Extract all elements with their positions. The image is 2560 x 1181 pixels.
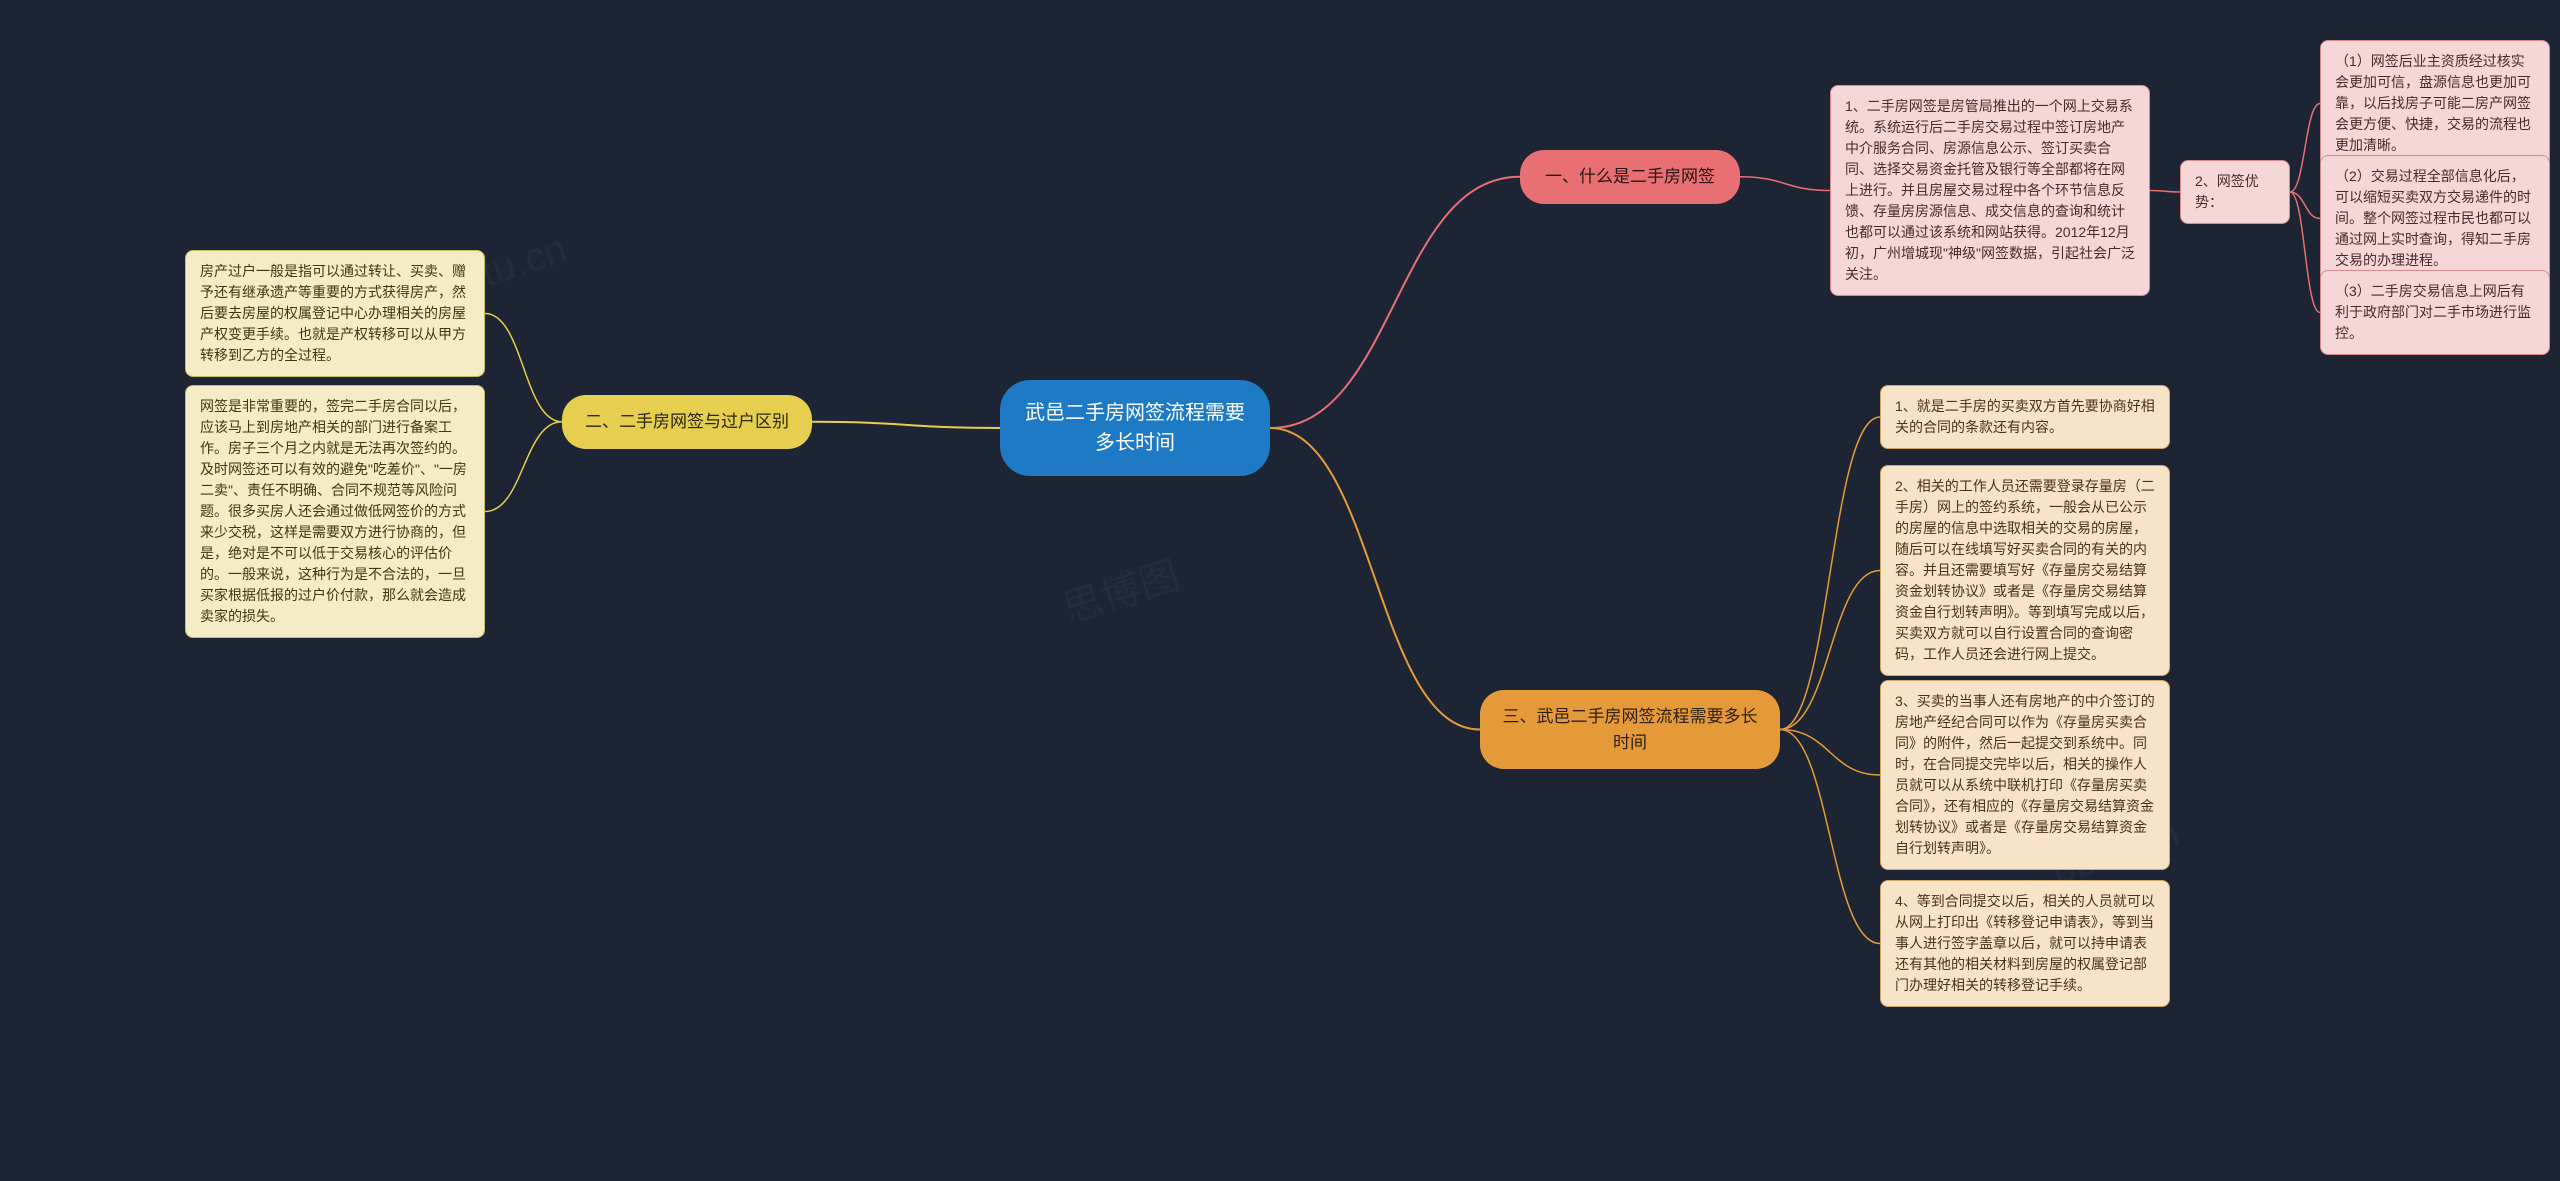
mindmap-root: 武邑二手房网签流程需要多长时间 [1000,380,1270,476]
leaf-node: 1、二手房网签是房管局推出的一个网上交易系统。系统运行后二手房交易过程中签订房地… [1830,85,2150,296]
leaf-node: （3）二手房交易信息上网后有利于政府部门对二手市场进行监控。 [2320,270,2550,355]
leaf-node: 房产过户一般是指可以通过转让、买卖、赠予还有继承遗产等重要的方式获得房产，然后要… [185,250,485,377]
branch-what-is: 一、什么是二手房网签 [1520,150,1740,204]
leaf-node: 网签是非常重要的，签完二手房合同以后，应该马上到房地产相关的部门进行备案工作。房… [185,385,485,638]
leaf-node: 3、买卖的当事人还有房地产的中介签订的房地产经纪合同可以作为《存量房买卖合同》的… [1880,680,2170,870]
leaf-node: 4、等到合同提交以后，相关的人员就可以从网上打印出《转移登记申请表》，等到当事人… [1880,880,2170,1007]
leaf-node: 2、网签优势： [2180,160,2290,224]
leaf-node: 2、相关的工作人员还需要登录存量房（二手房）网上的签约系统，一般会从已公示的房屋… [1880,465,2170,676]
leaf-node: （2）交易过程全部信息化后，可以缩短买卖双方交易递件的时间。整个网签过程市民也都… [2320,155,2550,282]
leaf-node: 1、就是二手房的买卖双方首先要协商好相关的合同的条款还有内容。 [1880,385,2170,449]
leaf-node: （1）网签后业主资质经过核实会更加可信，盘源信息也更加可靠，以后找房子可能二房产… [2320,40,2550,167]
branch-duration: 三、武邑二手房网签流程需要多长时间 [1480,690,1780,769]
branch-difference: 二、二手房网签与过户区别 [562,395,812,449]
watermark: 思博图 [1054,543,1186,635]
